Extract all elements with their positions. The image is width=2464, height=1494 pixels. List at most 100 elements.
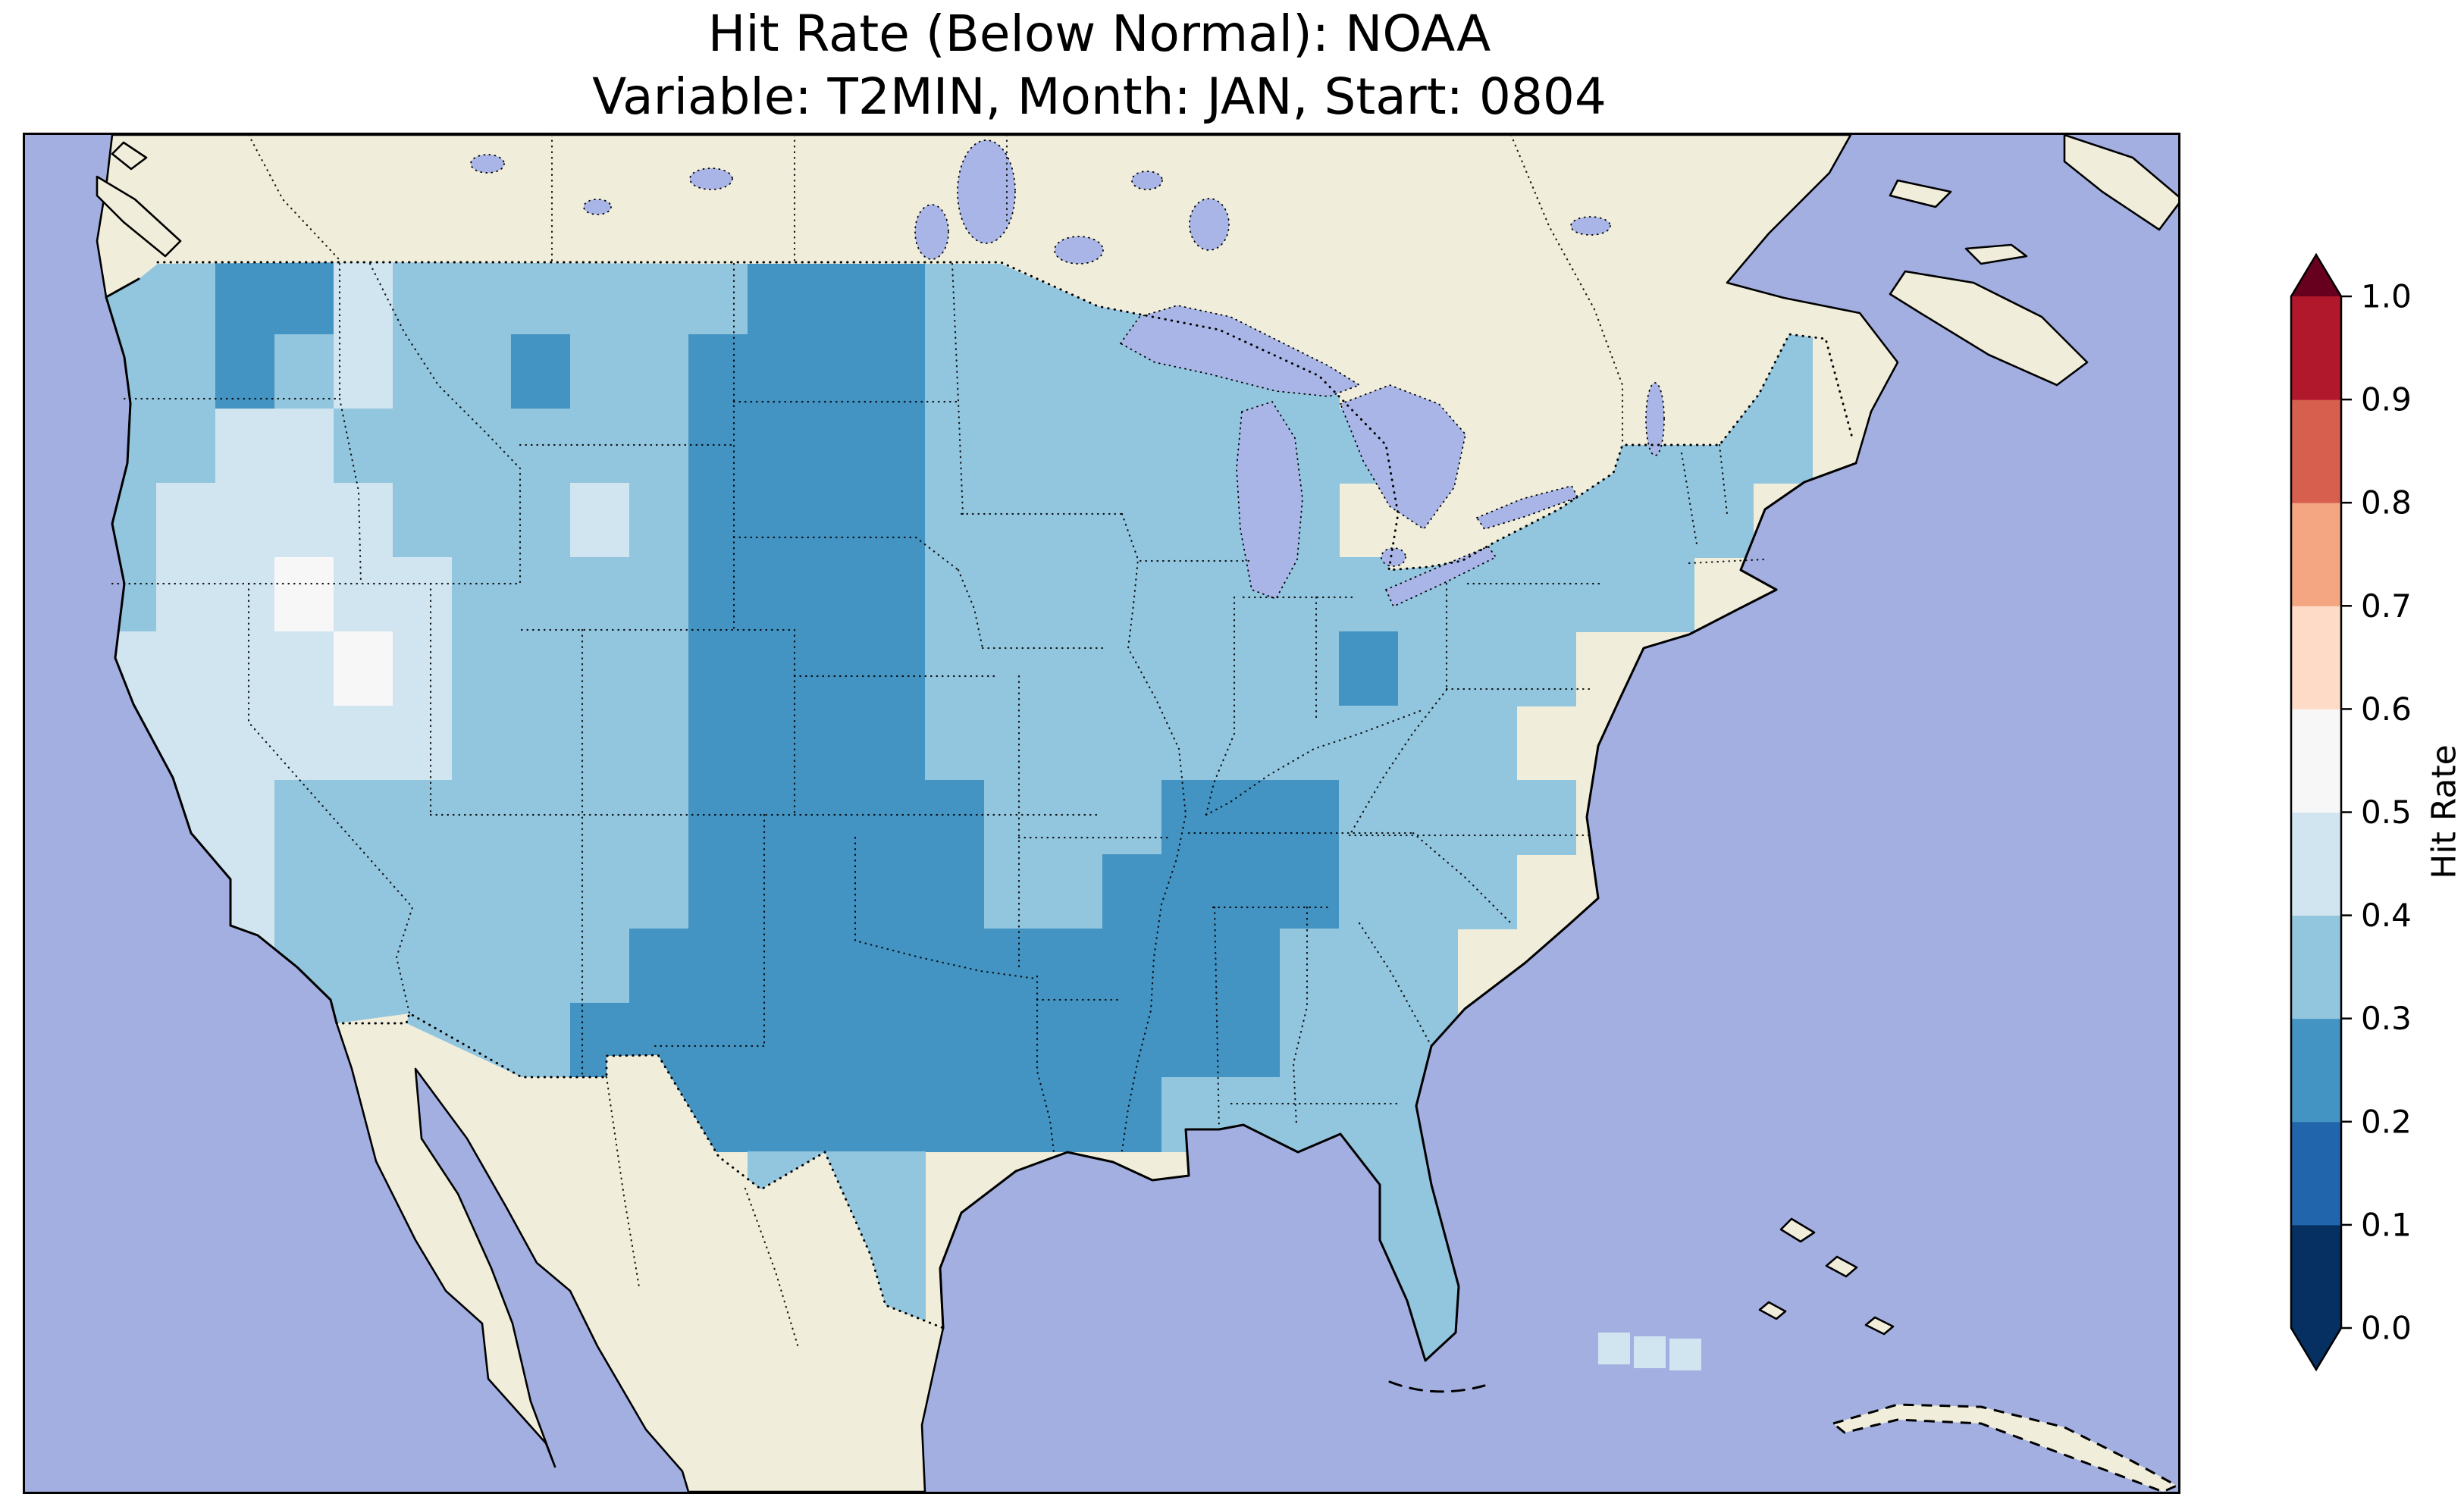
hit-rate-cell (807, 929, 867, 1004)
haida-gwaii-island (111, 141, 148, 171)
hit-rate-cell (393, 557, 453, 632)
hit-rate-cell (215, 706, 275, 781)
hit-rate-cell (1102, 706, 1162, 781)
hit-rate-cell (511, 706, 571, 781)
colorbar-tick-label: 0.4 (2361, 897, 2412, 934)
hit-rate-cell (570, 262, 630, 335)
hit-rate-cell (1280, 780, 1340, 855)
hit-rate-cell (1575, 557, 1635, 632)
hit-rate-cell (688, 483, 748, 558)
hit-rate-cell (215, 409, 275, 484)
hit-rate-cell (629, 557, 689, 632)
hit-rate-cell (452, 262, 512, 335)
hit-rate-cell (1339, 929, 1399, 1004)
colorbar-segment (2291, 606, 2341, 709)
hit-rate-cell (688, 854, 748, 929)
hit-rate-cell (748, 557, 807, 632)
hit-rate-cell (334, 262, 393, 335)
hit-rate-cell (393, 780, 453, 855)
hit-rate-cell (334, 409, 393, 484)
hit-rate-cell (1161, 706, 1221, 781)
hit-rate-cell (866, 262, 926, 335)
hit-rate-cell (511, 1003, 571, 1078)
caribbean-layer (1388, 1217, 2178, 1492)
hit-rate-cell (1457, 854, 1517, 929)
hit-rate-cell (1339, 780, 1399, 855)
hit-rate-cell (215, 334, 275, 409)
hit-rate-cell (274, 409, 334, 484)
hit-rate-cell (1457, 706, 1517, 781)
hit-rate-cell (1457, 631, 1517, 706)
conus-map-svg (25, 135, 2178, 1492)
hit-rate-cell (452, 409, 512, 484)
hit-rate-cell (1339, 854, 1399, 929)
canadian-lake (689, 168, 733, 190)
hit-rate-cell (629, 706, 689, 781)
hit-rate-cell (1161, 557, 1221, 632)
hit-rate-cell (984, 1003, 1044, 1078)
hit-rate-cell (1398, 631, 1458, 706)
hit-rate-cell (1221, 631, 1281, 706)
hit-rate-cell (748, 262, 807, 335)
hit-rate-cell (1102, 1003, 1162, 1078)
colorbar-segment (2291, 915, 2341, 1019)
canadian-lake (470, 154, 505, 174)
hit-rate-cell (393, 334, 453, 409)
colorbar-segment (2291, 296, 2341, 400)
hit-rate-cell (629, 262, 689, 335)
hit-rate-cell (1161, 409, 1221, 484)
canadian-lake (1131, 171, 1163, 190)
hit-rate-cell (1161, 854, 1221, 929)
hit-rate-cell (925, 929, 985, 1004)
hit-rate-cell (274, 854, 334, 929)
hit-rate-cell (1161, 1003, 1221, 1078)
hit-rate-cell (1102, 631, 1162, 706)
hit-rate-cell (156, 409, 216, 484)
hit-rate-cell (1635, 557, 1694, 632)
hit-rate-cell (748, 334, 807, 409)
hit-rate-cell (807, 631, 867, 706)
hit-rate-cell (334, 854, 393, 929)
title-line-2: Variable: T2MIN, Month: JAN, Start: 0804 (592, 67, 1607, 126)
hit-rate-cell (215, 483, 275, 558)
chart-title: Hit Rate (Below Normal): NOAA Variable: … (23, 3, 2176, 128)
colorbar-extend-high (2291, 255, 2341, 296)
hit-rate-cell (511, 334, 571, 409)
hit-rate-cell (156, 483, 216, 558)
florida-keys (1388, 1380, 1486, 1393)
hit-rate-cell (1280, 854, 1340, 929)
hit-rate-cell (393, 262, 453, 335)
hit-rate-cell (570, 334, 630, 409)
colorbar-segment (2291, 709, 2341, 813)
hit-rate-cell (452, 631, 512, 706)
hit-rate-cell (688, 706, 748, 781)
hit-rate-cell (1280, 631, 1340, 706)
hit-rate-cell (393, 409, 453, 484)
hit-rate-cell (807, 780, 867, 855)
lake-erie (1384, 545, 1497, 608)
colorbar-tick-label: 0.8 (2361, 484, 2412, 521)
hit-rate-cell (393, 631, 453, 706)
hit-rate-cell (866, 1003, 926, 1078)
hit-rate-cell (925, 854, 985, 929)
hit-rate-cell (1516, 631, 1576, 706)
hit-rate-cell (1043, 1003, 1103, 1078)
hit-rate-cell (511, 631, 571, 706)
hit-rate-cell (925, 262, 985, 335)
lake-champlain (1645, 382, 1665, 456)
hit-rate-cell (511, 929, 571, 1004)
hit-rate-cell (570, 409, 630, 484)
hit-rate-cell (866, 631, 926, 706)
hit-rate-cell (156, 557, 216, 632)
national-borders-layer (156, 261, 1854, 1330)
hit-rate-cell (274, 631, 334, 706)
hit-rate-cell (1102, 929, 1162, 1004)
hit-rate-cell (274, 483, 334, 558)
hit-rate-cell (1398, 929, 1458, 1004)
hit-rate-cell (807, 1003, 867, 1078)
hit-rate-cell (334, 334, 393, 409)
hit-rate-cell (688, 780, 748, 855)
hit-rate-cell (688, 334, 748, 409)
hit-rate-cell (1634, 1336, 1666, 1368)
hit-rate-cell (1043, 780, 1103, 855)
